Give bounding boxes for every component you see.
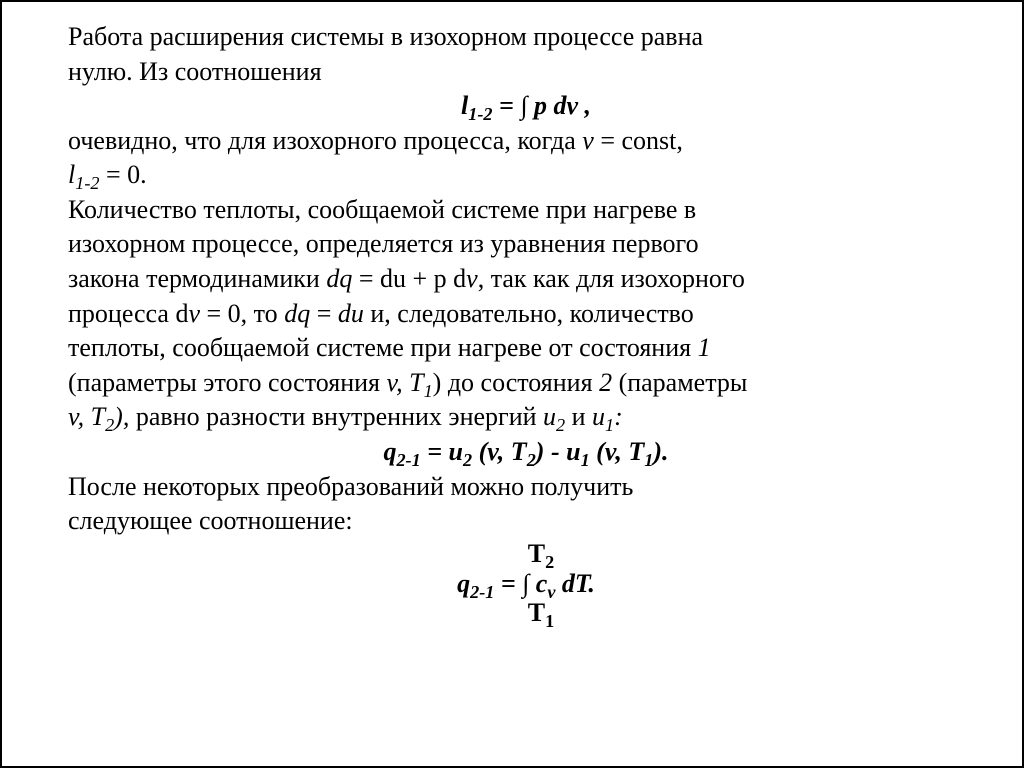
equation-1: l1-2 = ∫ p dv , xyxy=(68,89,984,124)
equation-3-main: q2-1 = ∫ cv dT. xyxy=(68,569,984,599)
para-3-line-5: теплоты, сообщаемой системе при нагреве … xyxy=(68,331,984,366)
para-2-line-2: l1-2 = 0. xyxy=(68,158,984,193)
page-frame: Работа расширения системы в изохорном пр… xyxy=(0,0,1024,768)
para-3-line-4: процесса dv = 0, то dq = du и, следовате… xyxy=(68,297,984,332)
para-4-line-2: следующее соотношение: xyxy=(68,504,984,539)
para-4-line-1: После некоторых преобразований можно пол… xyxy=(68,470,984,505)
para-3-line-2: изохорном процессе, определяется из урав… xyxy=(68,227,984,262)
equation-3-lower-limit: T1 xyxy=(68,598,984,628)
para-3-line-7: v, T2), равно разности внутренних энерги… xyxy=(68,400,984,435)
equation-2: q2-1 = u2 (v, T2) - u1 (v, T1). xyxy=(68,435,984,470)
para-2-line-1: очевидно, что для изохорного процесса, к… xyxy=(68,124,984,159)
para-3-line-6: (параметры этого состояния v, T1) до сос… xyxy=(68,366,984,401)
equation-3: T2 q2-1 = ∫ cv dT. T1 xyxy=(68,539,984,629)
equation-3-upper-limit: T2 xyxy=(68,539,984,569)
para-3-line-3: закона термодинамики dq = du + p dv, так… xyxy=(68,262,984,297)
para-1-line-1: Работа расширения системы в изохорном пр… xyxy=(68,20,984,55)
document-body: Работа расширения системы в изохорном пр… xyxy=(68,20,984,628)
para-3-line-1: Количество теплоты, сообщаемой системе п… xyxy=(68,193,984,228)
para-1-line-2: нулю. Из соотношения xyxy=(68,55,984,90)
